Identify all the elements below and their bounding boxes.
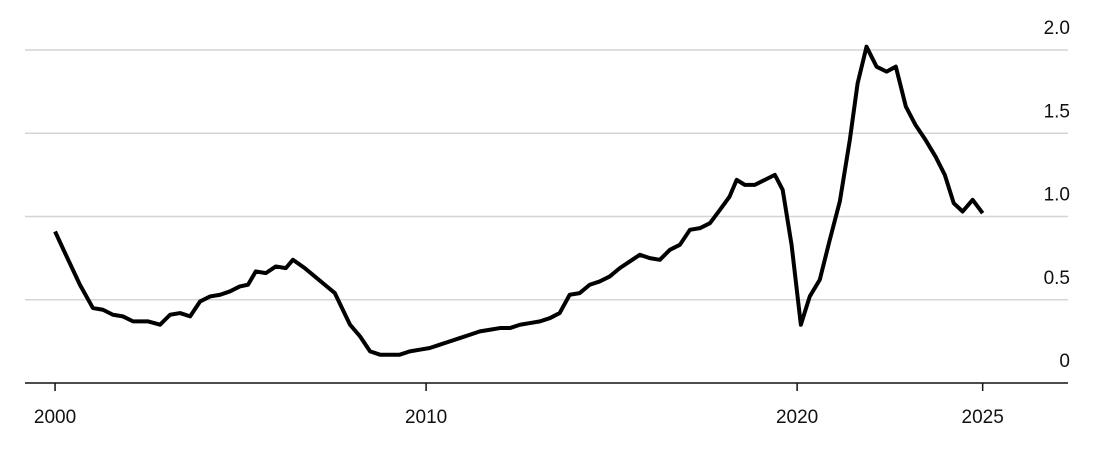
y-tick-label: 1.5 [1044,101,1070,122]
y-tick-label: 1.0 [1044,185,1070,206]
x-tick-label: 2020 [776,407,818,428]
y-tick-label: 0 [1059,351,1070,372]
data-line [53,44,985,357]
x-tick-label: 2000 [34,407,76,428]
x-tick-label: 2025 [962,407,1004,428]
y-tick-label: 0.5 [1044,268,1070,289]
y-tick-label: 2.0 [1044,18,1070,39]
x-tick-label: 2010 [405,407,447,428]
